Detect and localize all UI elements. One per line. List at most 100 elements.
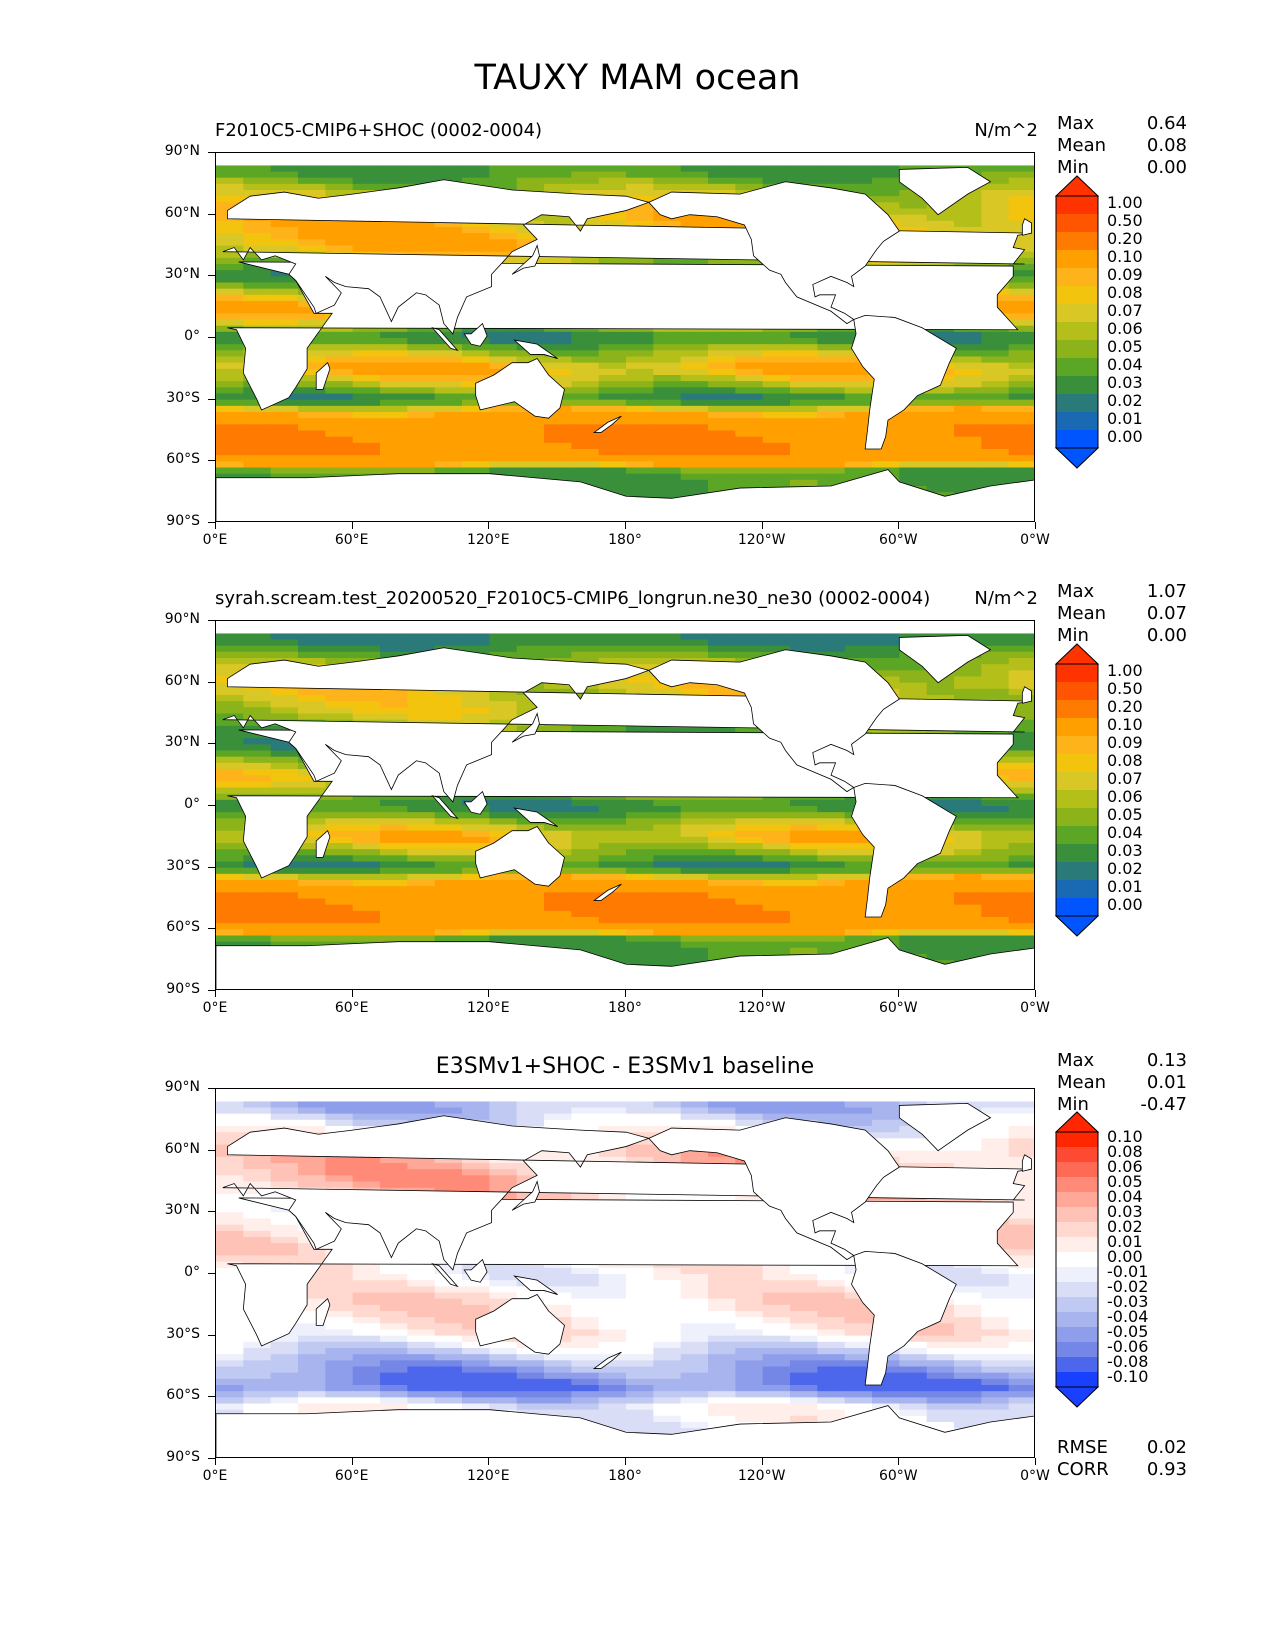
field-cell bbox=[380, 1175, 408, 1183]
field-cell bbox=[708, 436, 736, 444]
field-cell bbox=[516, 806, 545, 813]
field-cell bbox=[216, 639, 244, 647]
field-cell bbox=[735, 855, 764, 863]
field-cell bbox=[790, 171, 818, 179]
field-cell bbox=[352, 1385, 381, 1392]
field-cell bbox=[516, 1101, 545, 1109]
field-cell bbox=[735, 405, 764, 413]
field-cell bbox=[516, 325, 545, 333]
field-cell bbox=[380, 867, 408, 875]
field-cell bbox=[516, 165, 545, 173]
field-cell bbox=[434, 830, 463, 838]
field-cell bbox=[298, 781, 326, 789]
field-cell bbox=[243, 639, 272, 647]
field-cell bbox=[899, 214, 928, 222]
field-cell bbox=[489, 1101, 518, 1109]
field-cell bbox=[270, 935, 299, 943]
field-cell bbox=[298, 449, 326, 456]
field-cell bbox=[243, 183, 272, 191]
field-cell bbox=[981, 1360, 1010, 1368]
field-cell bbox=[598, 830, 627, 838]
field-cell bbox=[680, 1341, 709, 1349]
field-cell bbox=[352, 393, 381, 401]
field-cell bbox=[844, 375, 873, 382]
field-cell bbox=[216, 276, 244, 284]
field-cell bbox=[516, 824, 545, 832]
field-cell bbox=[817, 1378, 846, 1386]
field-cell bbox=[844, 873, 873, 881]
field-cell bbox=[462, 1163, 490, 1170]
field-cell bbox=[352, 651, 381, 659]
field-cell bbox=[708, 387, 736, 395]
field-cell bbox=[954, 220, 982, 228]
field-cell bbox=[653, 1311, 682, 1318]
field-cell bbox=[981, 1150, 1010, 1158]
field-cell bbox=[489, 639, 518, 647]
field-cell bbox=[325, 713, 354, 721]
field-cell bbox=[817, 165, 846, 173]
field-cell bbox=[954, 1317, 982, 1324]
field-cell bbox=[270, 165, 299, 173]
field-cell bbox=[380, 1156, 408, 1164]
field-cell bbox=[380, 387, 408, 395]
field-cell bbox=[407, 177, 436, 185]
rmse-value: 0.02 bbox=[1146, 1437, 1187, 1458]
map-svg bbox=[216, 1089, 1034, 1457]
field-cell bbox=[680, 873, 709, 881]
field-cell bbox=[653, 935, 682, 943]
field-cell bbox=[653, 1267, 682, 1275]
field-cell bbox=[981, 461, 1010, 469]
field-cell bbox=[844, 1298, 873, 1306]
field-cell bbox=[653, 461, 682, 469]
field-cell bbox=[216, 257, 244, 265]
field-cell bbox=[981, 171, 1010, 179]
field-cell bbox=[626, 1113, 654, 1121]
field-cell bbox=[626, 171, 654, 179]
field-cell bbox=[489, 651, 518, 659]
field-cell bbox=[680, 917, 709, 924]
field-cell bbox=[626, 923, 654, 930]
field-cell bbox=[216, 898, 244, 906]
field-cell bbox=[981, 1335, 1010, 1343]
field-cell bbox=[352, 1274, 381, 1281]
field-cell bbox=[434, 1311, 463, 1318]
field-cell bbox=[544, 830, 572, 838]
field-cell bbox=[926, 1372, 955, 1380]
field-cell bbox=[462, 220, 490, 228]
field-cell bbox=[954, 941, 982, 949]
field-cell bbox=[708, 929, 736, 937]
field-cell bbox=[598, 356, 627, 364]
field-cell bbox=[243, 418, 272, 425]
field-cell bbox=[817, 1348, 846, 1355]
field-cell bbox=[735, 935, 764, 943]
field-cell bbox=[243, 270, 272, 277]
field-cell bbox=[270, 873, 299, 881]
field-cell bbox=[298, 171, 326, 179]
field-cell bbox=[626, 880, 654, 887]
field-cell bbox=[653, 1298, 682, 1306]
field-cell bbox=[1008, 270, 1034, 277]
field-cell bbox=[790, 645, 818, 653]
field-cell bbox=[1008, 1280, 1034, 1287]
field-cell bbox=[462, 1341, 490, 1349]
field-cell bbox=[216, 1378, 244, 1386]
field-cell bbox=[762, 375, 791, 382]
field-cell bbox=[598, 855, 627, 863]
field-cell bbox=[352, 177, 381, 185]
y-tick-label: 90°S bbox=[166, 981, 200, 997]
field-cell bbox=[434, 1335, 463, 1343]
field-cell bbox=[762, 824, 791, 832]
field-cell bbox=[598, 873, 627, 881]
field-cell bbox=[298, 898, 326, 906]
field-cell bbox=[516, 1372, 545, 1380]
field-cell bbox=[298, 880, 326, 887]
field-cell bbox=[653, 1360, 682, 1368]
field-cell bbox=[926, 331, 955, 339]
field-cell bbox=[735, 1385, 764, 1392]
field-cell bbox=[981, 467, 1010, 475]
field-cell bbox=[817, 818, 846, 826]
field-cell bbox=[216, 1126, 244, 1133]
field-cell bbox=[352, 1304, 381, 1312]
field-cell bbox=[380, 688, 408, 696]
field-cell bbox=[598, 412, 627, 419]
